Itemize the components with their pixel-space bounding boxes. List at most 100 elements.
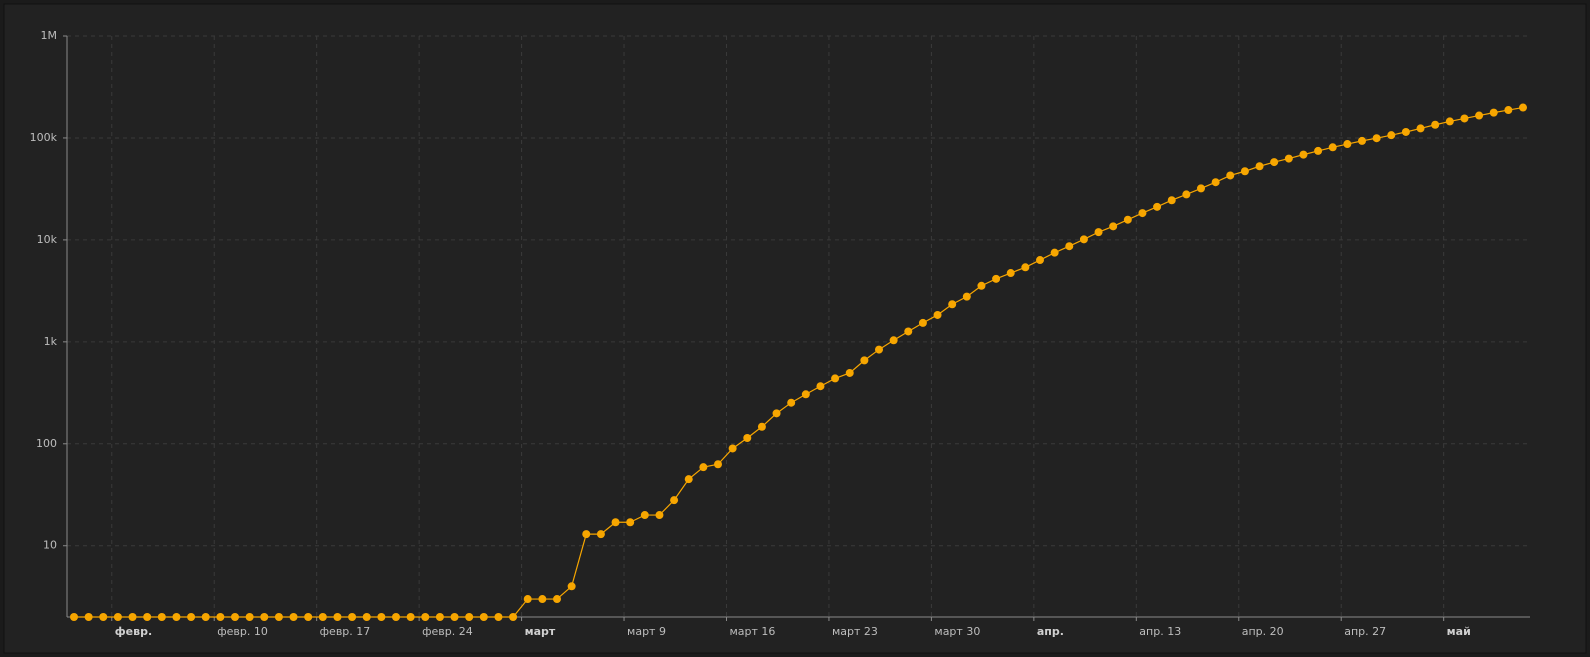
point bbox=[245, 613, 254, 621]
point bbox=[611, 518, 620, 527]
point bbox=[1328, 143, 1337, 152]
point bbox=[567, 582, 576, 591]
point bbox=[655, 511, 664, 520]
point bbox=[1138, 209, 1147, 218]
point bbox=[1416, 124, 1425, 133]
point bbox=[977, 281, 986, 290]
point bbox=[113, 613, 122, 621]
point bbox=[1401, 127, 1410, 136]
point bbox=[992, 274, 1001, 283]
point bbox=[845, 368, 854, 377]
point bbox=[1036, 256, 1044, 265]
point bbox=[757, 422, 766, 431]
point bbox=[1358, 136, 1366, 145]
point bbox=[348, 613, 357, 621]
x-tick-label: март 23 bbox=[832, 625, 878, 638]
y-tick-label: 1M bbox=[41, 29, 58, 42]
point bbox=[1519, 103, 1527, 112]
point bbox=[582, 530, 591, 539]
y-tick-label: 1k bbox=[44, 335, 58, 348]
point bbox=[918, 318, 927, 327]
point bbox=[640, 511, 649, 520]
x-tick-label: апр. 20 bbox=[1242, 625, 1284, 638]
y-tick-label: 100 bbox=[36, 437, 57, 450]
point bbox=[1006, 269, 1015, 278]
point bbox=[231, 613, 239, 621]
point bbox=[187, 613, 196, 621]
point bbox=[889, 336, 898, 345]
point bbox=[728, 444, 737, 453]
point bbox=[1299, 150, 1308, 159]
point bbox=[553, 595, 561, 604]
point bbox=[699, 463, 708, 472]
point bbox=[289, 613, 298, 621]
point bbox=[1211, 178, 1220, 187]
x-tick-label: апр. 13 bbox=[1139, 625, 1181, 638]
point bbox=[1079, 235, 1088, 244]
point bbox=[274, 613, 283, 621]
point bbox=[743, 433, 752, 442]
x-tick-label: апр. 27 bbox=[1344, 625, 1386, 638]
y-tick-label: 10k bbox=[37, 233, 58, 246]
point bbox=[1372, 134, 1381, 143]
point bbox=[494, 613, 503, 621]
point bbox=[1460, 114, 1469, 123]
point bbox=[860, 356, 869, 365]
point bbox=[523, 595, 532, 604]
point bbox=[670, 496, 679, 505]
point bbox=[1065, 242, 1074, 251]
point bbox=[538, 595, 547, 604]
point bbox=[1343, 140, 1352, 149]
point bbox=[1021, 263, 1030, 272]
point bbox=[304, 613, 313, 621]
point bbox=[216, 613, 225, 621]
x-tick-label: февр. bbox=[115, 625, 152, 638]
x-tick-label: март 30 bbox=[934, 625, 980, 638]
point bbox=[714, 460, 722, 469]
point bbox=[157, 613, 166, 621]
point bbox=[201, 613, 210, 621]
point bbox=[816, 382, 825, 391]
x-tick-label: март 16 bbox=[729, 625, 775, 638]
point bbox=[801, 390, 810, 399]
x-tick-label: февр. 10 bbox=[217, 625, 268, 638]
point bbox=[1475, 111, 1484, 120]
y-tick-label: 100k bbox=[30, 131, 58, 144]
chart-background bbox=[3, 3, 1587, 654]
point bbox=[948, 300, 957, 309]
point bbox=[84, 613, 93, 621]
x-tick-label: февр. 17 bbox=[320, 625, 371, 638]
line bbox=[74, 106, 1524, 618]
point bbox=[1094, 228, 1103, 237]
point bbox=[1226, 171, 1235, 180]
point bbox=[260, 613, 269, 621]
point bbox=[962, 292, 971, 301]
point bbox=[99, 613, 108, 621]
point bbox=[333, 613, 342, 621]
point bbox=[1153, 202, 1162, 211]
point bbox=[1240, 167, 1249, 176]
point bbox=[684, 475, 693, 484]
point bbox=[875, 345, 883, 354]
point bbox=[509, 613, 518, 621]
point bbox=[421, 613, 430, 621]
point bbox=[1123, 215, 1132, 224]
point bbox=[172, 613, 181, 621]
point bbox=[596, 530, 605, 539]
point bbox=[1255, 162, 1264, 171]
point bbox=[772, 409, 781, 418]
point bbox=[1489, 108, 1498, 117]
point bbox=[1197, 184, 1205, 193]
point bbox=[1167, 196, 1176, 205]
point bbox=[1314, 146, 1323, 155]
x-tick-label: март bbox=[525, 625, 556, 638]
point bbox=[904, 327, 913, 336]
point bbox=[435, 613, 444, 621]
x-tick-label: апр. bbox=[1037, 625, 1064, 638]
point bbox=[392, 613, 400, 621]
point bbox=[128, 613, 137, 621]
point bbox=[465, 613, 474, 621]
point bbox=[1284, 154, 1293, 163]
